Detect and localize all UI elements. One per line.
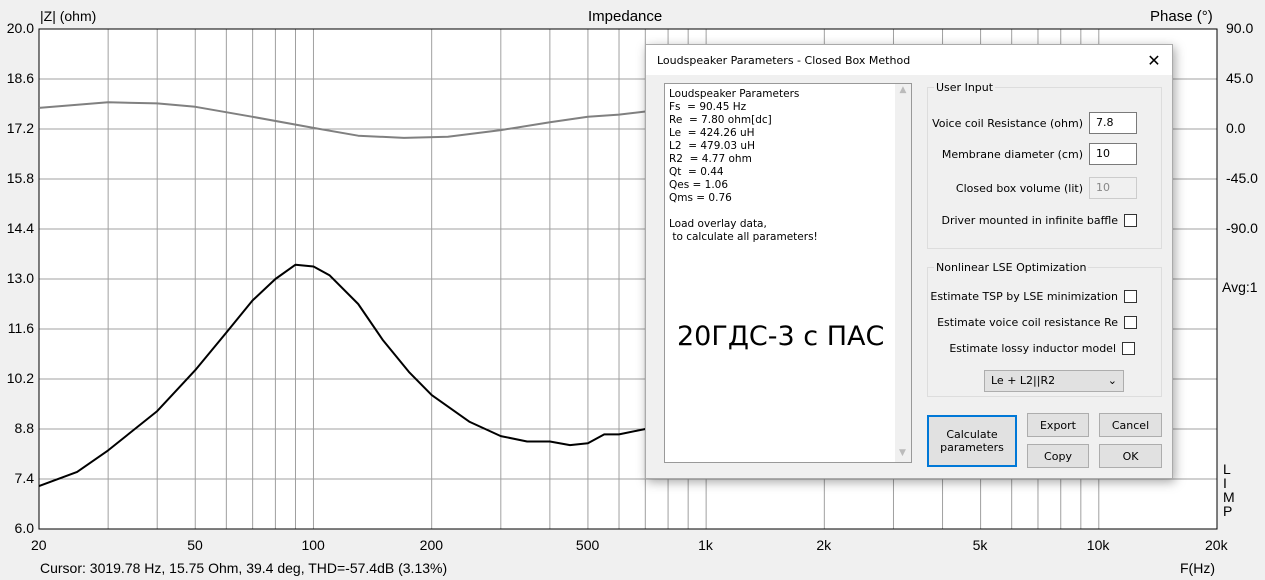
group-legend: User Input: [936, 81, 994, 94]
result-line: Fs = 90.45 Hz: [669, 101, 747, 113]
vol-label: Closed box volume (lit): [955, 181, 1083, 195]
plot-border: [38, 28, 1218, 530]
loudspeaker-parameters-dialog: Loudspeaker Parameters - Closed Box Meth…: [645, 44, 1173, 479]
result-line: Qt = 0.44: [669, 166, 724, 178]
dialog-titlebar[interactable]: Loudspeaker Parameters - Closed Box Meth…: [646, 45, 1172, 75]
estimate-re-checkbox[interactable]: [1124, 316, 1137, 329]
copy-button[interactable]: Copy: [1027, 444, 1089, 468]
result-line: Qes = 1.06: [669, 179, 729, 191]
dialog-title: Loudspeaker Parameters - Closed Box Meth…: [657, 53, 911, 67]
estimate-tsp-checkbox[interactable]: [1124, 290, 1137, 303]
inductor-model-select[interactable]: Le + L2||R2 ⌄: [984, 370, 1124, 392]
tsp-label: Estimate TSP by LSE minimization: [930, 290, 1118, 303]
y-tick-label: 18.6: [6, 70, 34, 86]
x-tick-label: 20k: [1205, 537, 1228, 553]
ok-button[interactable]: OK: [1099, 444, 1162, 468]
re-label: Estimate voice coil resistance Re: [937, 316, 1118, 329]
x-tick-label: 100: [301, 537, 325, 553]
scroll-up-icon[interactable]: ▲: [899, 85, 907, 95]
mode-label: L I M P: [1223, 462, 1235, 518]
y-tick-label: 17.2: [6, 120, 34, 136]
x-axis-label: F(Hz): [1180, 560, 1215, 576]
y-tick-label: 7.4: [14, 470, 34, 486]
voice-coil-resistance-input[interactable]: 7.8: [1089, 112, 1137, 134]
result-line: Qms = 0.76: [669, 192, 732, 204]
x-tick-label: 2k: [816, 537, 832, 553]
result-line: Load overlay data,: [669, 218, 767, 230]
group-legend: Nonlinear LSE Optimization: [936, 261, 1087, 274]
result-line: [669, 205, 907, 218]
chart-title: Impedance: [588, 8, 663, 25]
annotation-text: 20ГДС-3 с ПАС: [677, 321, 885, 352]
export-button[interactable]: Export: [1027, 413, 1089, 437]
y-tick-label: 15.8: [6, 170, 34, 186]
result-line: L2 = 479.03 uH: [669, 140, 755, 152]
y2-tick-label: 0.0: [1226, 120, 1246, 136]
y2-tick-label: 90.0: [1226, 20, 1254, 36]
diam-label: Membrane diameter (cm): [941, 147, 1083, 161]
mode-letter: I: [1223, 475, 1227, 491]
calculate-parameters-button[interactable]: Calculate parameters: [927, 415, 1017, 467]
membrane-diameter-input[interactable]: 10: [1089, 143, 1137, 165]
y-tick-label: 10.2: [6, 370, 34, 386]
y-tick-label: 6.0: [14, 520, 34, 536]
result-line: Re = 7.80 ohm[dc]: [669, 114, 772, 126]
x-tick-label: 1k: [698, 537, 713, 553]
y2-tick-label: 45.0: [1226, 70, 1254, 86]
lse-group: Nonlinear LSE Optimization Estimate TSP …: [927, 261, 1162, 397]
chevron-down-icon: ⌄: [1107, 374, 1117, 387]
y-axis-label: |Z| (ohm): [40, 8, 97, 24]
x-tick-label: 20: [31, 537, 47, 553]
x-tick-label: 50: [187, 537, 203, 553]
user-input-group: User Input Voice coil Resistance (ohm) 7.…: [927, 81, 1162, 249]
result-line: to calculate all parameters!: [669, 231, 818, 243]
y2-tick-label: -45.0: [1226, 170, 1258, 186]
closed-box-volume-input[interactable]: 10: [1089, 177, 1137, 199]
x-tick-label: 200: [419, 537, 444, 553]
y2-tick-label: -90.0: [1226, 220, 1258, 236]
scroll-down-icon[interactable]: ▼: [899, 448, 906, 458]
infinite-baffle-checkbox[interactable]: [1124, 214, 1137, 227]
impedance-curve: [38, 263, 658, 488]
lossy-inductor-checkbox[interactable]: [1122, 342, 1135, 355]
mode-letter: P: [1223, 503, 1233, 519]
close-icon[interactable]: ✕: [1147, 50, 1161, 70]
lossy-label: Estimate lossy inductor model: [949, 342, 1116, 355]
y-tick-label: 11.6: [7, 320, 34, 336]
cancel-button[interactable]: Cancel: [1099, 413, 1162, 437]
y2-axis-label: Phase (°): [1150, 8, 1213, 25]
y-tick-label: 8.8: [14, 420, 34, 436]
phase-curve: [38, 101, 658, 139]
selected-model: Le + L2||R2: [991, 374, 1056, 387]
x-tick-label: 10k: [1086, 537, 1110, 553]
mode-letter: L: [1223, 461, 1231, 477]
y-tick-label: 20.0: [6, 20, 34, 36]
y-tick-label: 13.0: [6, 270, 34, 286]
result-line: Le = 424.26 uH: [669, 127, 755, 139]
avg-label: Avg:1: [1222, 279, 1258, 295]
cursor-status: Cursor: 3019.78 Hz, 15.75 Ohm, 39.4 deg,…: [40, 560, 448, 576]
x-tick-label: 500: [575, 537, 600, 553]
y-tick-label: 14.4: [6, 220, 34, 236]
baffle-label: Driver mounted in infinite baffle: [941, 214, 1118, 227]
x-tick-label: 5k: [972, 537, 988, 553]
results-textbox[interactable]: Loudspeaker Parameters Fs = 90.45 Hz Re = …: [664, 83, 912, 463]
result-line: R2 = 4.77 ohm: [669, 153, 752, 165]
scrollbar[interactable]: ▲ ▼: [895, 84, 911, 462]
mode-letter: M: [1223, 489, 1235, 505]
vcr-label: Voice coil Resistance (ohm): [932, 116, 1083, 130]
result-line: Loudspeaker Parameters: [669, 88, 800, 100]
